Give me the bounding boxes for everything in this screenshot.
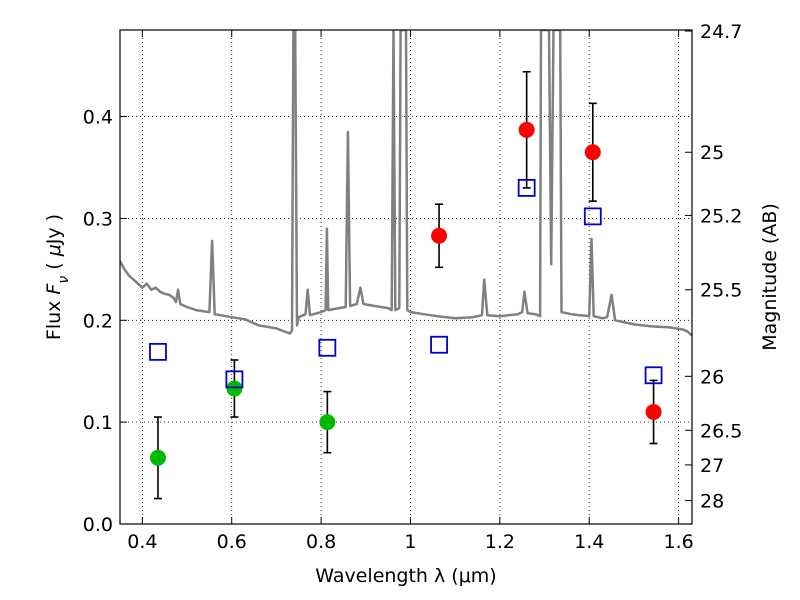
right-tick-label: 25.2 — [700, 205, 742, 227]
y-tick-label: 0.0 — [83, 514, 113, 536]
right-tick-label: 26.5 — [700, 420, 742, 442]
plot-frame — [119, 29, 693, 525]
x-tick-label: 1.2 — [485, 531, 515, 553]
model-point — [644, 366, 663, 385]
right-tick-label: 24.7 — [700, 21, 742, 43]
right-axis-title: Magnitude (AB) — [759, 203, 781, 351]
data-point — [518, 121, 535, 138]
x-tick-label: 0.6 — [217, 531, 247, 553]
model-point — [318, 338, 337, 357]
right-tick-label: 26 — [700, 366, 724, 388]
model-spectrum — [120, 30, 692, 337]
y-tick-label: 0.2 — [83, 310, 113, 332]
y-axis-title: Flux Fν ( μJy ) — [43, 214, 72, 340]
data-point — [431, 227, 448, 244]
x-tick-label: 1 — [404, 531, 416, 553]
data-point — [319, 414, 336, 431]
axis-ticks: 0.4 0.6 0.8 1 1.2 1.4 1.6 0.0 0.1 0.2 0.3 0.4 24.7 25… — [83, 21, 743, 553]
data-point — [584, 144, 601, 161]
photometry-points — [149, 70, 663, 500]
model-point — [225, 370, 244, 389]
y-tick-label: 0.3 — [83, 208, 113, 230]
model-point — [149, 342, 167, 361]
model-point — [430, 335, 448, 354]
y-tick-label: 0.4 — [83, 107, 113, 129]
x-tick-label: 1.4 — [574, 531, 604, 553]
data-point — [149, 449, 166, 466]
right-tick-label: 25.5 — [700, 280, 742, 302]
spectrum-line — [120, 30, 692, 337]
x-axis-title: Wavelength λ (μm) — [315, 565, 496, 587]
x-tick-label: 0.4 — [127, 531, 157, 553]
right-tick-label: 25 — [700, 142, 724, 164]
data-point — [226, 380, 243, 397]
model-point — [583, 207, 602, 226]
right-tick-label: 28 — [700, 491, 724, 513]
x-tick-label: 1.6 — [663, 531, 693, 553]
y-tick-label: 0.1 — [83, 412, 113, 434]
data-point — [645, 403, 662, 420]
right-tick-label: 27 — [700, 455, 724, 477]
model-point — [517, 178, 536, 197]
x-tick-label: 0.8 — [306, 531, 336, 553]
